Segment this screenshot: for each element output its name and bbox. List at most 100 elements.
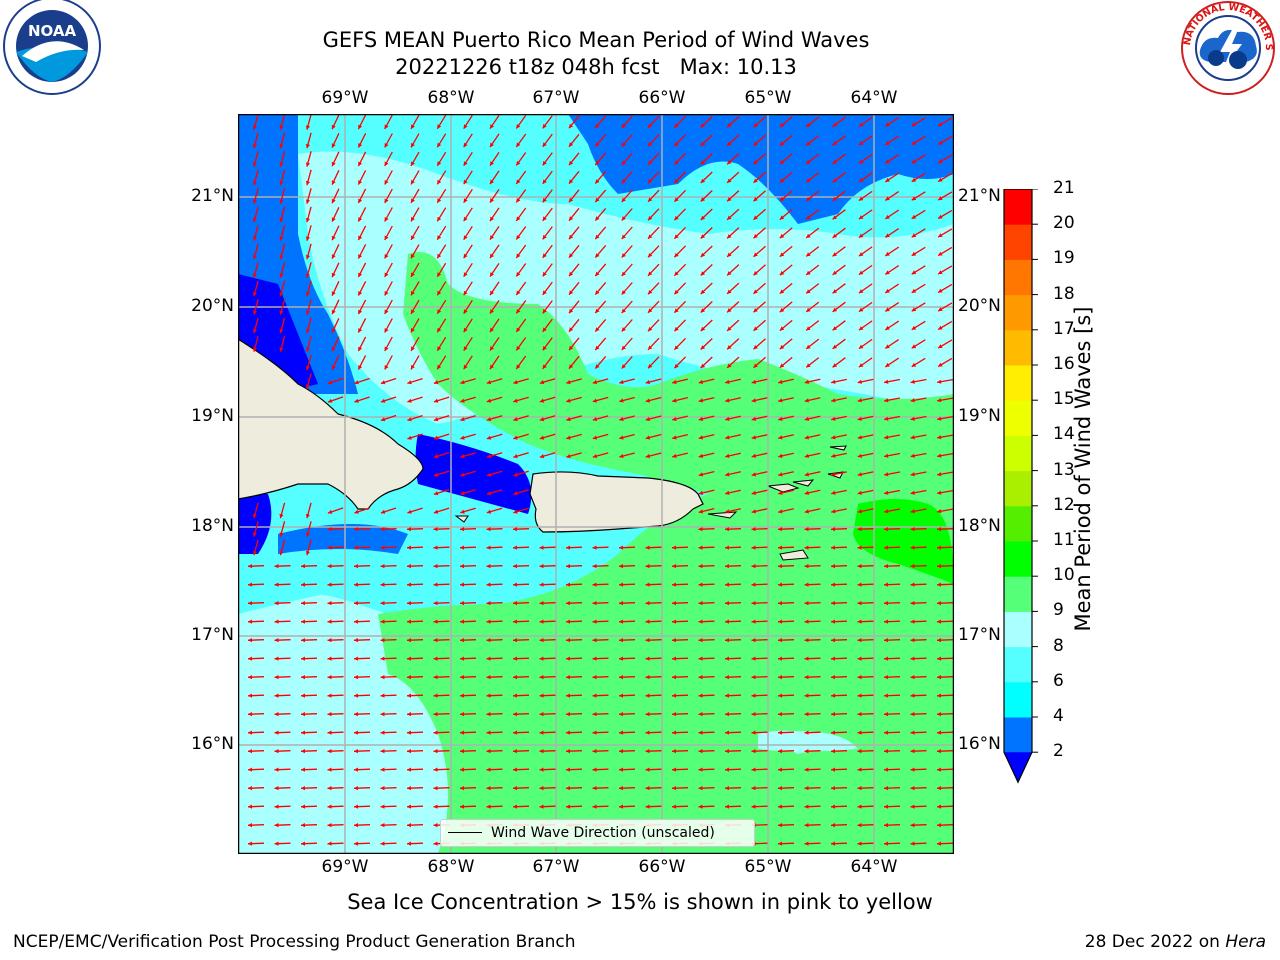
- wave-direction-arrow: [937, 265, 953, 275]
- wave-direction-arrow: [858, 338, 873, 350]
- wave-direction-arrow: [911, 117, 926, 127]
- wave-direction-arrow: [486, 712, 503, 717]
- wave-direction-arrow: [751, 786, 768, 791]
- wave-direction-arrow: [832, 227, 846, 239]
- wave-direction-arrow: [384, 151, 393, 167]
- wave-direction-arrow: [647, 300, 660, 314]
- wave-direction-arrow: [725, 434, 741, 440]
- wave-direction-arrow: [779, 301, 793, 313]
- wave-direction-arrow: [858, 283, 873, 294]
- wave-direction-arrow: [463, 151, 473, 167]
- wave-direction-arrow: [726, 264, 740, 276]
- wave-direction-arrow: [883, 471, 901, 477]
- wave-direction-arrow: [830, 545, 848, 550]
- wave-direction-arrow: [911, 357, 926, 368]
- wave-direction-arrow: [539, 582, 556, 587]
- wave-direction-arrow: [463, 133, 473, 148]
- wave-direction-arrow: [459, 804, 477, 809]
- wave-direction-arrow: [594, 244, 607, 259]
- wave-direction-arrow: [883, 656, 901, 661]
- wave-direction-arrow: [568, 189, 580, 203]
- wave-direction-arrow: [910, 415, 927, 421]
- wave-direction-arrow: [486, 693, 503, 698]
- wave-direction-arrow: [331, 299, 340, 315]
- wave-direction-arrow: [751, 730, 768, 735]
- wave-direction-arrow: [621, 319, 633, 332]
- wave-direction-arrow: [753, 356, 766, 369]
- colorbar-tick-label: 21: [1053, 178, 1075, 198]
- wave-direction-arrow: [436, 355, 447, 370]
- wave-direction-arrow: [777, 564, 795, 569]
- wave-direction-arrow: [565, 749, 583, 754]
- wave-direction-arrow: [645, 675, 662, 680]
- wave-direction-arrow: [305, 336, 312, 352]
- wave-direction-arrow: [305, 299, 312, 315]
- wave-direction-arrow: [274, 675, 291, 680]
- wave-direction-arrow: [594, 318, 607, 333]
- wave-direction-arrow: [883, 415, 901, 421]
- wave-direction-arrow: [410, 170, 420, 185]
- wave-direction-arrow: [645, 712, 662, 717]
- wave-direction-arrow: [539, 433, 556, 440]
- wave-direction-arrow: [805, 246, 820, 257]
- wave-direction-arrow: [460, 396, 476, 403]
- wave-direction-arrow: [725, 397, 741, 403]
- wave-direction-arrow: [910, 730, 927, 735]
- wave-direction-arrow: [937, 172, 953, 183]
- wave-direction-arrow: [857, 397, 874, 403]
- wave-direction-arrow: [489, 337, 500, 351]
- wave-direction-arrow: [459, 767, 477, 772]
- wave-direction-arrow: [857, 508, 874, 514]
- wave-direction-arrow: [700, 282, 713, 295]
- colorbar-tick-label: 17: [1053, 318, 1075, 339]
- wave-direction-arrow: [327, 619, 344, 624]
- wave-direction-arrow: [751, 545, 768, 550]
- wave-direction-arrow: [357, 244, 367, 259]
- colorbar-segment: [1004, 329, 1032, 366]
- wave-direction-arrow: [407, 433, 423, 440]
- wave-direction-arrow: [910, 841, 927, 846]
- wave-direction-arrow: [830, 675, 848, 680]
- wave-direction-arrow: [911, 265, 926, 275]
- wave-direction-arrow: [353, 823, 371, 828]
- wave-direction-arrow: [884, 172, 900, 183]
- wave-direction-arrow: [331, 207, 340, 222]
- wave-direction-arrow: [804, 786, 821, 791]
- wave-direction-arrow: [486, 433, 503, 440]
- wave-direction-arrow: [274, 767, 291, 772]
- wave-direction-arrow: [779, 171, 793, 184]
- wave-direction-arrow: [380, 730, 397, 735]
- wave-direction-arrow: [698, 712, 715, 717]
- wave-direction-arrow: [857, 841, 874, 846]
- wave-direction-arrow: [804, 693, 821, 698]
- wave-direction-arrow: [647, 319, 660, 332]
- wave-direction-arrow: [883, 601, 901, 606]
- wave-direction-arrow: [279, 299, 286, 315]
- wave-direction-arrow: [910, 823, 927, 828]
- wave-direction-arrow: [436, 170, 447, 185]
- wave-direction-arrow: [410, 244, 420, 259]
- wave-direction-arrow: [725, 452, 741, 458]
- wave-direction-arrow: [406, 582, 424, 587]
- wave-direction-arrow: [410, 318, 420, 333]
- wave-direction-arrow: [513, 415, 529, 422]
- wave-direction-arrow: [252, 243, 259, 260]
- wave-direction-arrow: [542, 355, 553, 370]
- wave-direction-arrow: [724, 693, 742, 698]
- wave-direction-arrow: [883, 527, 901, 532]
- wave-direction-arrow: [406, 841, 424, 846]
- wave-direction-arrow: [832, 246, 846, 257]
- wave-direction-arrow: [353, 749, 371, 754]
- wave-direction-arrow: [621, 337, 633, 351]
- wave-direction-arrow: [463, 225, 473, 241]
- wave-direction-arrow: [618, 693, 636, 698]
- wave-direction-arrow: [305, 114, 312, 130]
- wave-direction-arrow: [486, 749, 503, 754]
- wave-direction-arrow: [832, 135, 846, 146]
- wave-direction-arrow: [305, 206, 312, 223]
- wave-direction-arrow: [539, 545, 556, 550]
- lon-label-top: 65°W: [744, 88, 792, 108]
- wave-direction-arrow: [327, 841, 344, 846]
- wave-direction-arrow: [910, 564, 927, 569]
- wave-direction-arrow: [857, 378, 874, 384]
